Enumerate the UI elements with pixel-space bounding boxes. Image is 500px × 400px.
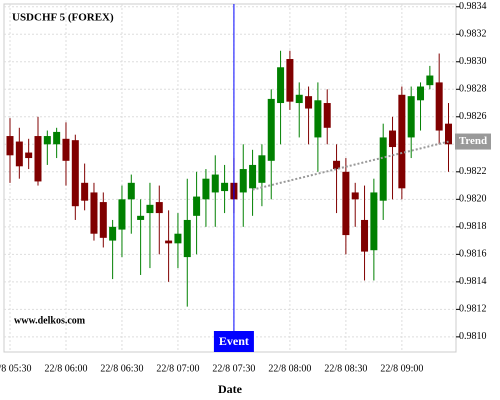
candle-body [43,136,51,145]
candle-body [15,141,23,167]
candle-body [25,152,33,159]
candle-body [221,182,229,192]
candle-body [351,192,359,200]
candle-body [295,94,303,104]
x-tick-label: 22/8 07:00 [156,363,199,374]
trend-label: Trend [459,135,487,147]
event-label-box [213,331,254,352]
x-tick-label: 22/8 08:00 [268,363,311,374]
candle-body [407,96,415,138]
candle-body [389,130,397,148]
x-tick-label: 22/8 06:30 [100,363,143,374]
candle-body [155,202,163,214]
candle-body [286,59,294,102]
candle-body [193,196,201,216]
x-axis-label: Date [218,382,243,396]
candle-body [34,136,42,182]
y-tick-label: 0.9816 [459,249,487,260]
candle-body [71,140,79,207]
y-tick-label: 0.9810 [459,331,487,342]
candle-body [109,226,117,241]
x-tick-label: 22/8 05:30 [0,363,32,374]
y-tick-label: 0.9814 [459,276,487,287]
event-label: Event [219,334,249,348]
x-tick-label: 22/8 07:30 [212,363,255,374]
candle-body [305,96,313,109]
y-tick-label: 0.9826 [459,111,487,122]
y-tick-label: 0.9830 [459,56,487,67]
candle-body [361,219,369,252]
plot-area [3,3,457,353]
y-tick-label: 0.9818 [459,221,487,232]
candle-body [379,137,387,201]
candle-body [211,174,219,193]
candle-body [174,233,182,244]
candle-body [333,160,341,170]
candle-body [417,86,425,101]
candle-body [99,202,107,238]
candle-body [127,182,135,200]
candle-body [435,82,443,131]
candle-body [277,67,285,104]
candle-body [239,169,247,193]
y-tick-label: 0.9822 [459,166,487,177]
y-tick-label: 0.9834 [459,1,487,12]
candle-body [426,75,434,86]
trend-line [252,140,449,191]
candle-body [314,100,322,138]
candle-body [6,136,14,156]
candle-body [267,98,275,161]
candle-body [342,171,350,236]
y-tick-label: 0.9812 [459,304,487,315]
candle-body [90,192,98,234]
candle-body [118,199,126,230]
y-tick-label: 0.9832 [459,29,487,40]
candle-body [370,192,378,251]
y-tick-label: 0.9828 [459,84,487,95]
y-tick-label: 0.9820 [459,194,487,205]
candle-body [183,219,191,258]
candle-body [258,155,266,183]
candle-body [165,240,173,244]
candle-body [398,94,406,189]
candle-body [202,178,210,200]
chart-title: USDCHF 5 (FOREX) [12,12,114,24]
candle-body [249,164,257,189]
x-tick-label: 22/8 08:30 [324,363,367,374]
candle-body [445,123,453,145]
candle-body [81,182,89,201]
candle-body [53,131,61,145]
candle-body [323,103,331,128]
candle-body [146,204,154,214]
candle-body [62,138,70,161]
candle-body [137,215,145,220]
x-tick-label: 22/8 09:00 [380,363,423,374]
x-tick-label: 22/8 06:00 [44,363,87,374]
trend-label-box [455,133,491,150]
watermark: www.delkos.com [14,315,86,326]
